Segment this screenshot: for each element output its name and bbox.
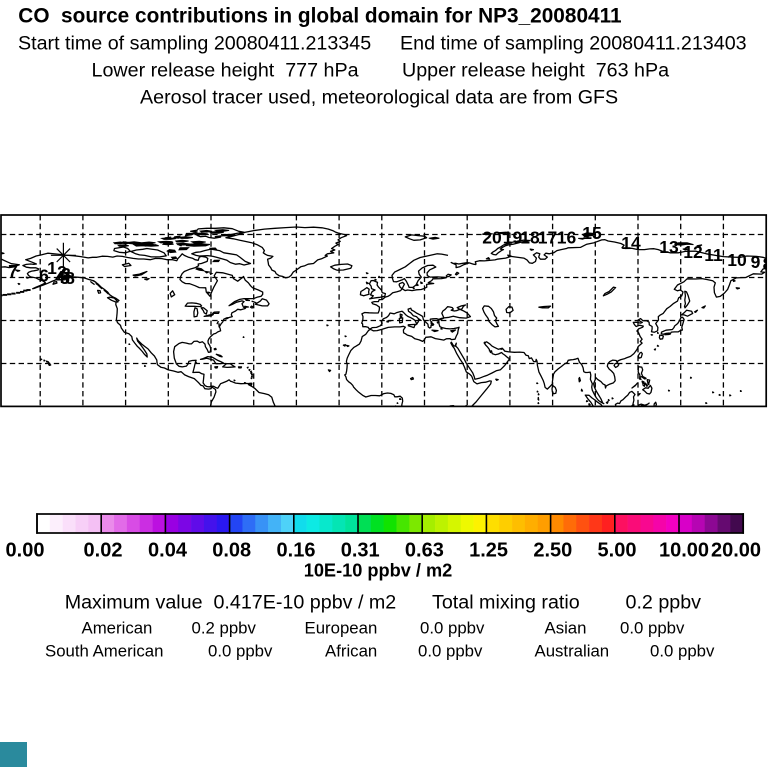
- svg-text:5.00: 5.00: [598, 540, 637, 562]
- svg-text:14: 14: [621, 233, 641, 253]
- svg-text:20: 20: [482, 228, 502, 248]
- svg-text:6: 6: [39, 266, 49, 286]
- svg-text:0.0 ppbv: 0.0 ppbv: [620, 619, 685, 638]
- svg-text:10.00: 10.00: [659, 540, 709, 562]
- svg-text:2: 2: [57, 262, 67, 282]
- svg-text:Total mixing ratio: Total mixing ratio: [432, 592, 580, 614]
- svg-text:4: 4: [55, 267, 65, 287]
- svg-text:0.00: 0.00: [6, 540, 45, 562]
- svg-text:CO source contributions in gl: CO source contributions in global domain…: [18, 5, 621, 28]
- svg-text:0.16: 0.16: [277, 540, 316, 562]
- svg-text:2.50: 2.50: [533, 540, 572, 562]
- svg-text:0.31: 0.31: [341, 540, 380, 562]
- svg-text:0.04: 0.04: [148, 540, 188, 562]
- svg-text:Asian: Asian: [545, 619, 587, 638]
- svg-text:End time of sampling 20080411.: End time of sampling 20080411.213403: [400, 33, 747, 55]
- svg-text:0.2 ppbv: 0.2 ppbv: [192, 619, 257, 638]
- svg-text:Australian: Australian: [535, 642, 610, 661]
- svg-text:Maximum value 0.417E-10 ppbv: Maximum value 0.417E-10 ppbv / m2: [65, 592, 397, 614]
- svg-text:16: 16: [557, 228, 577, 248]
- svg-text:7: 7: [8, 261, 18, 281]
- svg-text:1: 1: [47, 258, 57, 278]
- svg-text:0.08: 0.08: [212, 540, 251, 562]
- svg-text:1.25: 1.25: [469, 540, 508, 562]
- svg-text:11: 11: [704, 245, 723, 265]
- svg-text:10E-10 ppbv / m2: 10E-10 ppbv / m2: [304, 561, 453, 581]
- svg-text:South American: South American: [45, 642, 163, 661]
- svg-text:0.2 ppbv: 0.2 ppbv: [626, 592, 702, 614]
- svg-text:8: 8: [65, 268, 75, 288]
- svg-text:Upper release height 763 hPa: Upper release height 763 hPa: [402, 60, 669, 82]
- svg-text:13: 13: [659, 237, 679, 257]
- svg-text:12: 12: [683, 242, 703, 262]
- svg-text:Aerosol tracer used, meteorolo: Aerosol tracer used, meteorological data…: [140, 87, 618, 109]
- svg-text:0.02: 0.02: [84, 540, 123, 562]
- svg-text:5: 5: [60, 268, 70, 288]
- svg-text:10: 10: [727, 250, 747, 270]
- svg-text:0.0 ppbv: 0.0 ppbv: [650, 642, 715, 661]
- svg-text:Lower release height 777 hPa: Lower release height 777 hPa: [92, 60, 359, 82]
- svg-text:0.0 ppbv: 0.0 ppbv: [420, 619, 485, 638]
- svg-text:European: European: [305, 619, 378, 638]
- svg-text:0.63: 0.63: [405, 540, 444, 562]
- svg-text:20.00: 20.00: [711, 540, 761, 562]
- svg-text:15: 15: [582, 223, 602, 243]
- svg-text:19: 19: [503, 228, 523, 248]
- svg-text:3: 3: [61, 264, 71, 284]
- svg-text:Start time of sampling 2008041: Start time of sampling 20080411.213345: [18, 33, 371, 55]
- svg-text:17: 17: [538, 228, 557, 248]
- svg-text:0.0 ppbv: 0.0 ppbv: [418, 642, 483, 661]
- svg-text:8: 8: [763, 254, 768, 274]
- svg-text:American: American: [82, 619, 153, 638]
- svg-text:9: 9: [751, 252, 761, 272]
- svg-text:18: 18: [520, 228, 540, 248]
- svg-text:African: African: [325, 642, 377, 661]
- svg-text:0.0 ppbv: 0.0 ppbv: [208, 642, 273, 661]
